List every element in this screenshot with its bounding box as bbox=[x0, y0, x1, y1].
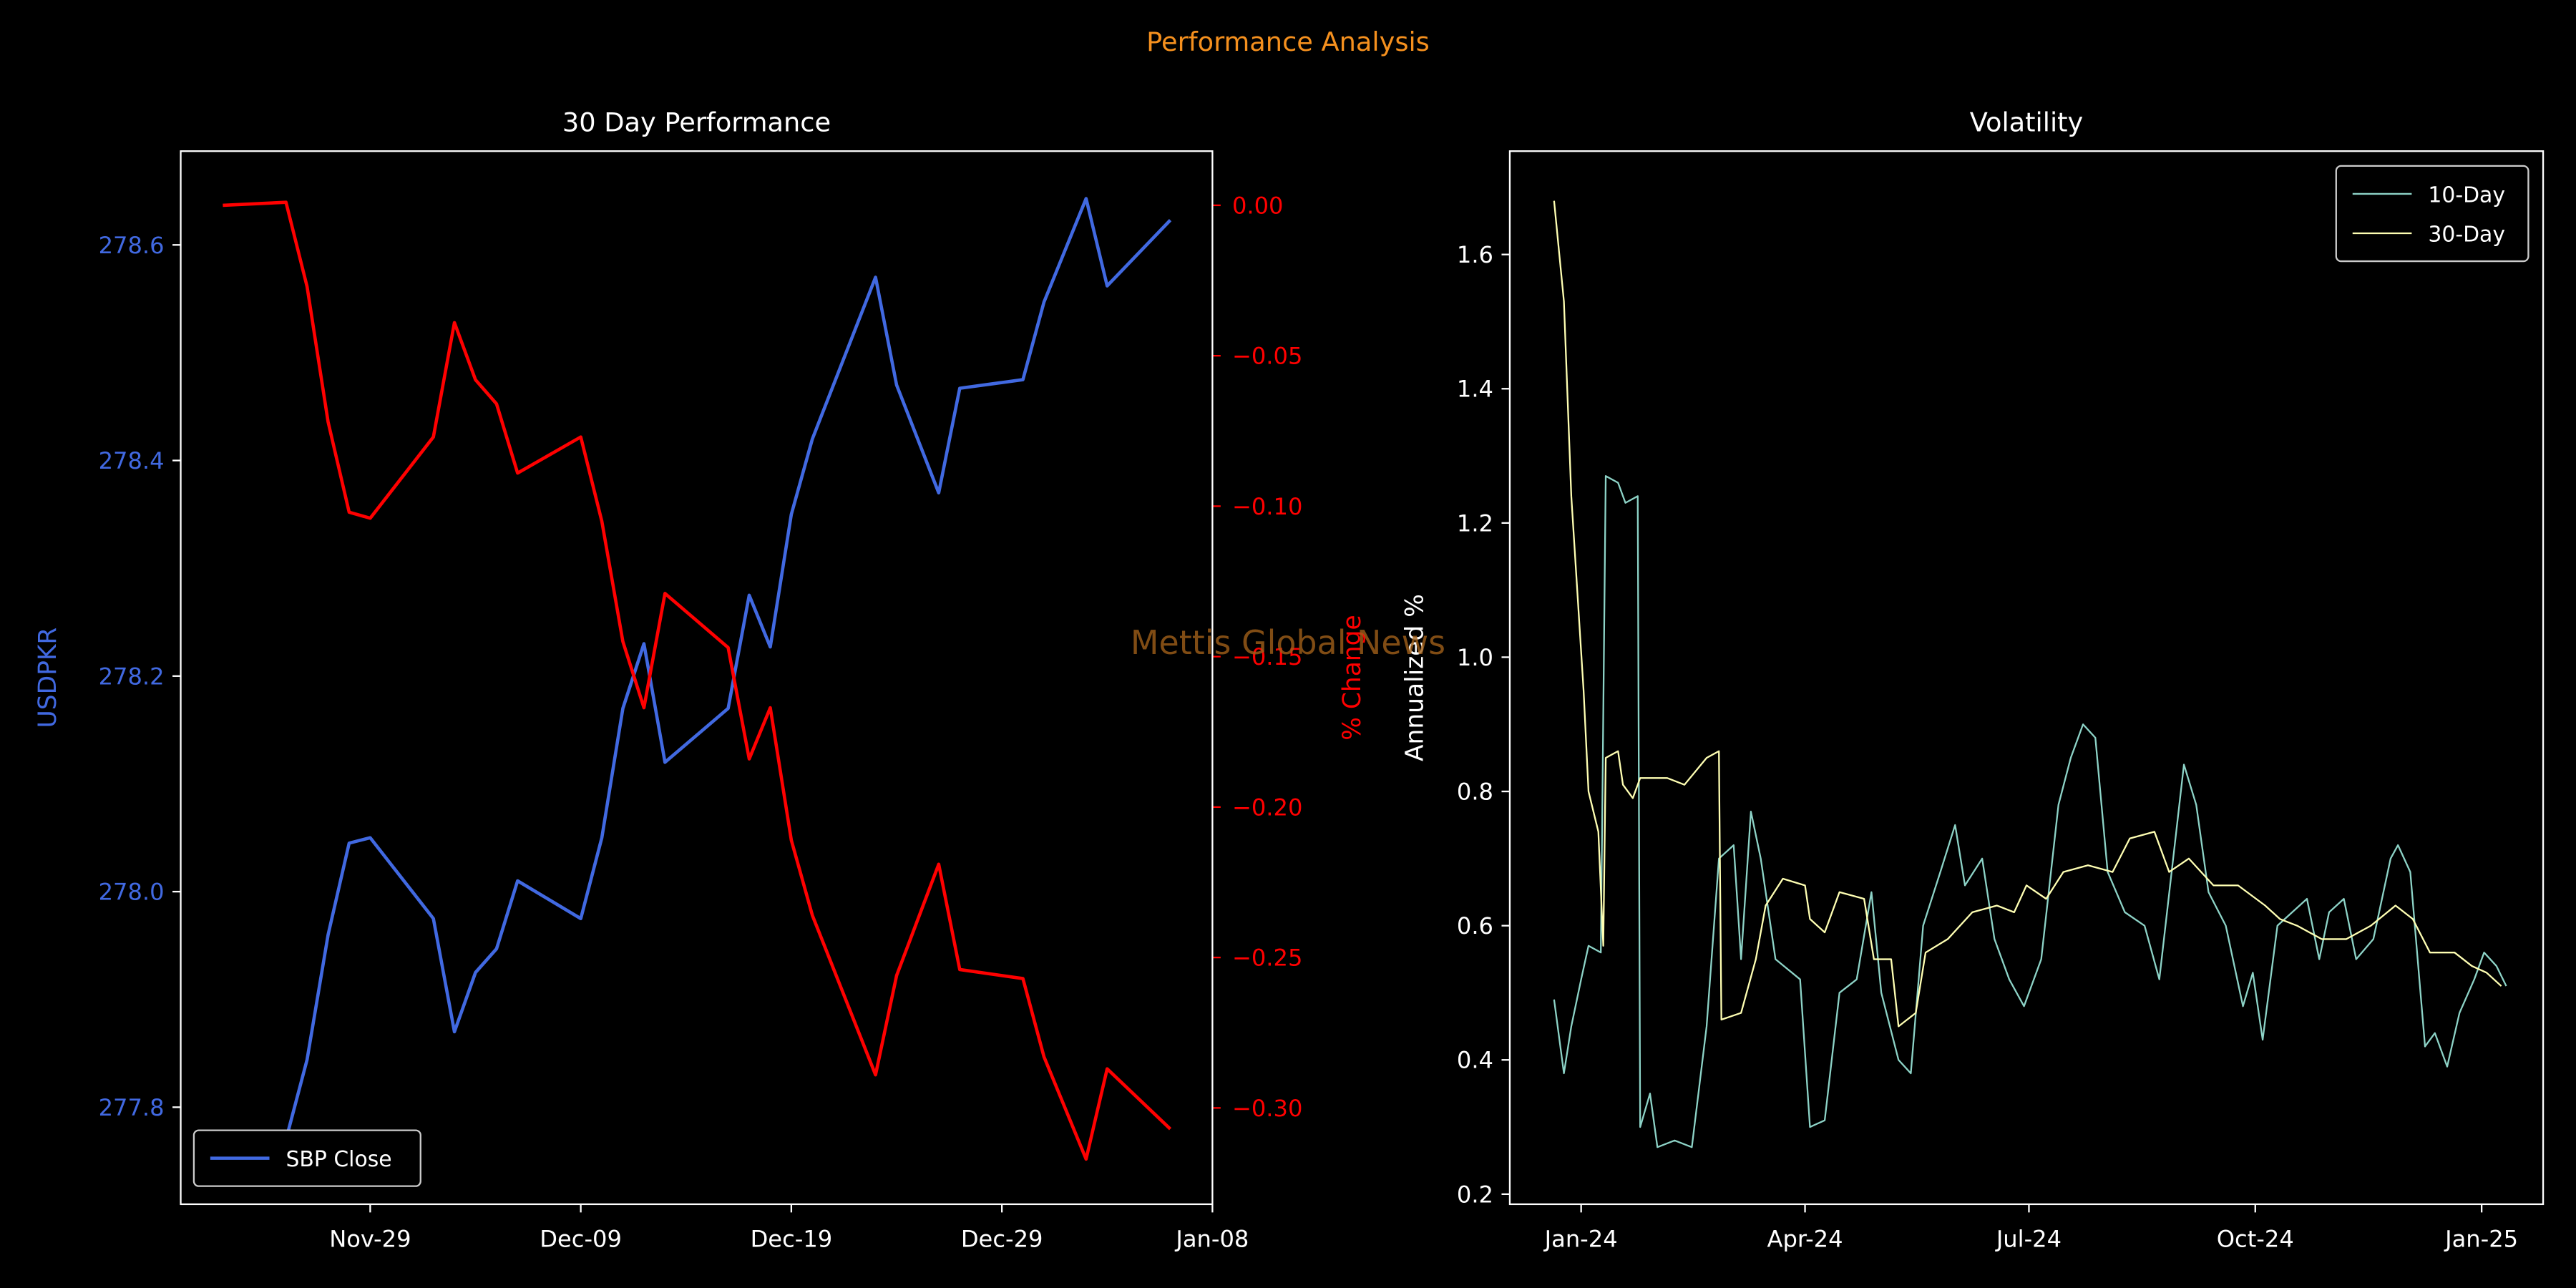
legend-label: SBP Close bbox=[286, 1147, 391, 1172]
y-axis-label: Annualized % bbox=[1400, 594, 1429, 761]
y-tick-label: 0.8 bbox=[1457, 779, 1493, 806]
y-tick-label: 0.4 bbox=[1457, 1047, 1493, 1074]
x-tick-label: Dec-29 bbox=[961, 1226, 1043, 1253]
x-tick-label: Nov-29 bbox=[329, 1226, 411, 1253]
y2-tick-label: −0.15 bbox=[1232, 643, 1302, 670]
legend-box bbox=[192, 1129, 421, 1187]
axes-title: 30 Day Performance bbox=[562, 107, 831, 138]
series-line bbox=[1553, 475, 2507, 1148]
x-tick-label: Jul-24 bbox=[1995, 1226, 2062, 1253]
x-tick-label: Dec-19 bbox=[751, 1226, 833, 1253]
y2-tick-label: −0.05 bbox=[1232, 343, 1302, 370]
legend-box bbox=[2335, 165, 2529, 263]
y-tick-label: 1.0 bbox=[1457, 644, 1493, 671]
y-tick-label: 278.2 bbox=[99, 663, 165, 690]
y-tick-label: 1.2 bbox=[1457, 509, 1493, 537]
x-tick-label: Jan-08 bbox=[1174, 1226, 1249, 1253]
figure-title: Performance Analysis bbox=[1146, 26, 1430, 57]
series-line bbox=[1553, 200, 2502, 1028]
y-tick-label: 278.4 bbox=[99, 447, 165, 474]
x-tick-label: Dec-09 bbox=[540, 1226, 622, 1253]
y2-tick-label: −0.30 bbox=[1232, 1095, 1302, 1122]
watermark: Mettis Global News bbox=[1131, 623, 1445, 662]
x-tick-label: Oct-24 bbox=[2217, 1226, 2294, 1253]
y-tick-label: 0.2 bbox=[1457, 1181, 1493, 1208]
axes-frame bbox=[180, 150, 1214, 1206]
y2-tick-label: −0.20 bbox=[1232, 794, 1302, 821]
plot-area bbox=[1553, 200, 2507, 1148]
x-tick-label: Jan-24 bbox=[1543, 1226, 1618, 1253]
legend-label: 10-Day bbox=[2428, 182, 2505, 208]
y2-axis-label: % Change bbox=[1338, 615, 1367, 740]
x-tick-label: Jan-25 bbox=[2444, 1226, 2518, 1253]
series-line bbox=[223, 197, 1172, 1152]
y-tick-label: 1.6 bbox=[1457, 241, 1493, 268]
y-tick-label: 278.0 bbox=[99, 879, 165, 906]
y-tick-label: 278.6 bbox=[99, 232, 165, 259]
axes-frame bbox=[1508, 150, 2545, 1206]
plot-area bbox=[223, 197, 1172, 1161]
y-axis-label: USDPKR bbox=[34, 628, 62, 728]
y-tick-label: 1.4 bbox=[1457, 376, 1493, 403]
y-tick-label: 277.8 bbox=[99, 1094, 165, 1121]
y-tick-label: 0.6 bbox=[1457, 912, 1493, 940]
y2-tick-label: −0.25 bbox=[1232, 945, 1302, 972]
series-line bbox=[223, 200, 1172, 1161]
y2-tick-label: 0.00 bbox=[1232, 192, 1284, 219]
x-tick-label: Apr-24 bbox=[1767, 1226, 1843, 1253]
y2-tick-label: −0.10 bbox=[1232, 493, 1302, 520]
axes-title: Volatility bbox=[1970, 107, 2084, 138]
legend-label: 30-Day bbox=[2428, 222, 2505, 247]
